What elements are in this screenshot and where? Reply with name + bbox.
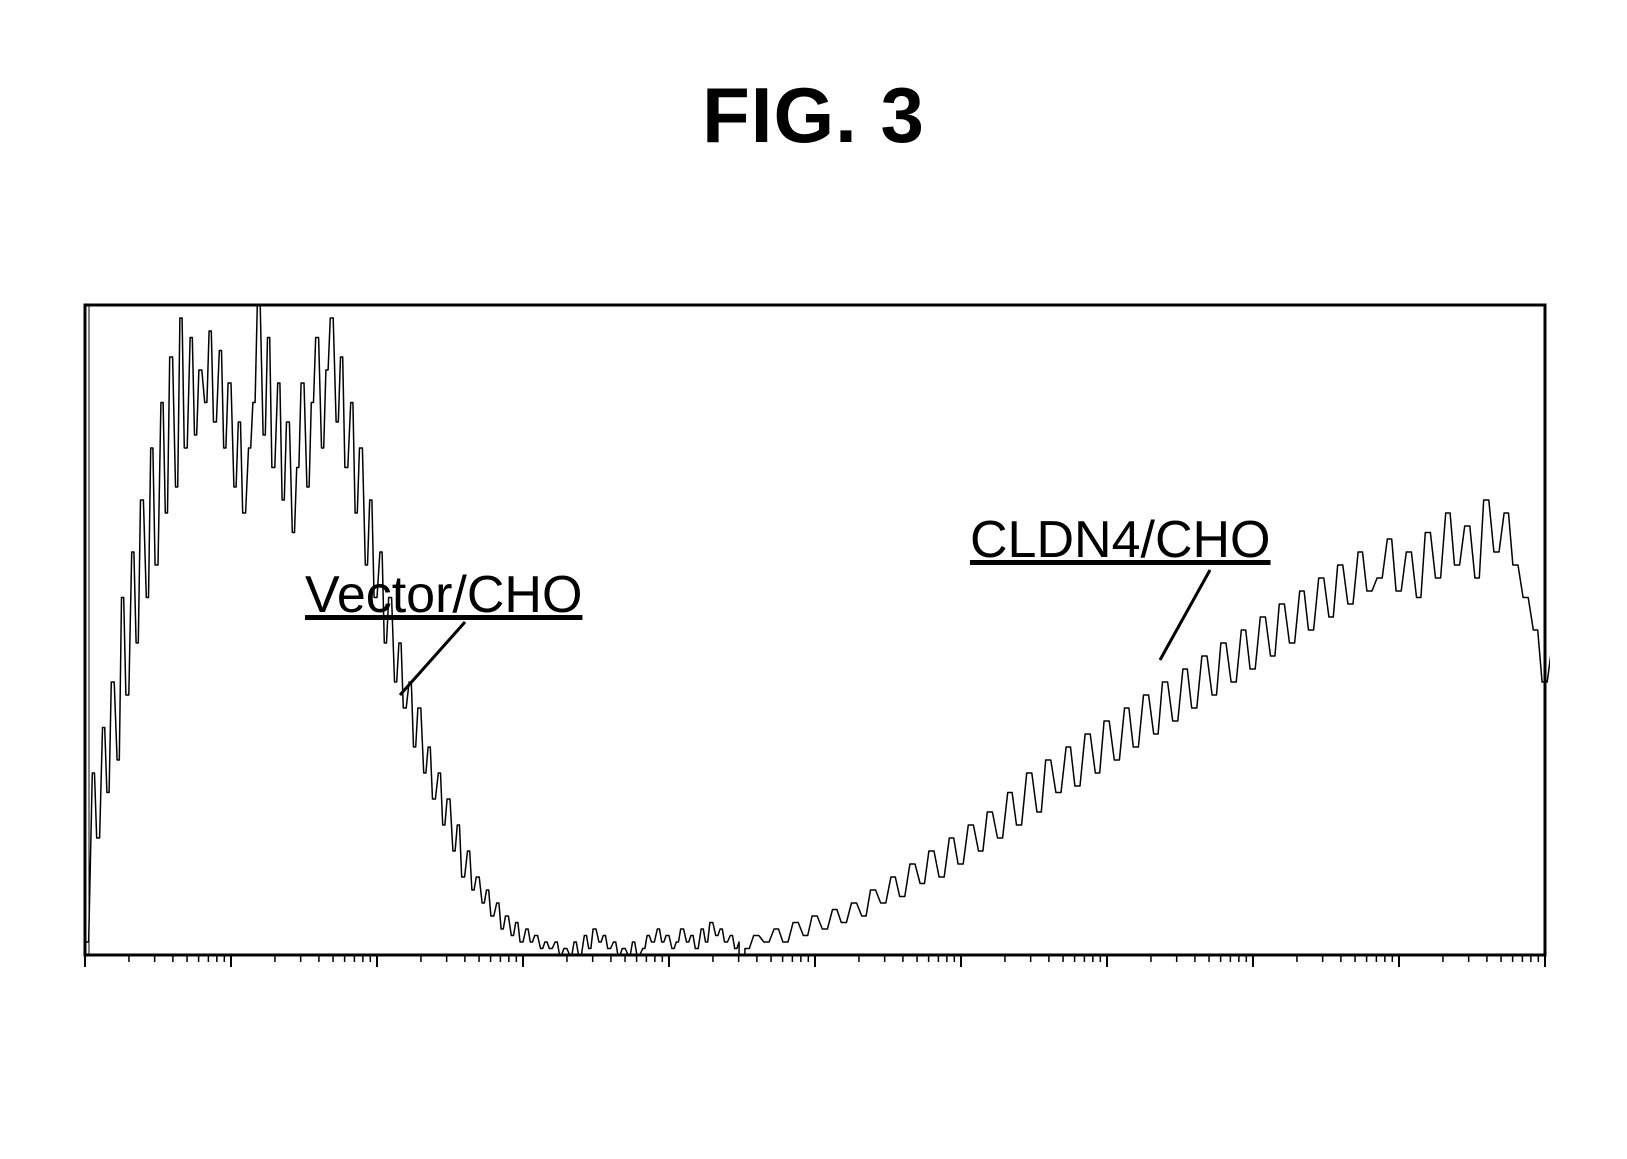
vector-cho-label: Vector/CHO [305, 565, 582, 625]
page: FIG. 3 Vector/CHO CLDN4/CHO [0, 0, 1627, 1159]
figure-title: FIG. 3 [0, 70, 1627, 161]
cldn4-cho-label: CLDN4/CHO [970, 510, 1271, 570]
histogram-svg [80, 300, 1550, 980]
flow-cytometry-histogram: Vector/CHO CLDN4/CHO [80, 300, 1550, 980]
